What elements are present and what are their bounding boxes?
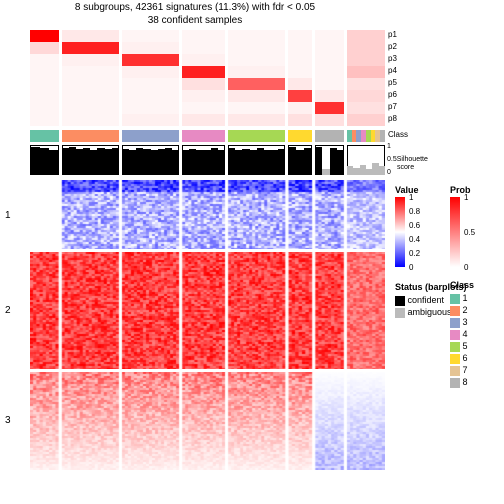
class-swatch <box>450 354 460 364</box>
class-label-item: 2 <box>463 305 468 315</box>
class-label-item: 1 <box>463 293 468 303</box>
class-label: Class <box>388 130 408 139</box>
class-label-item: 7 <box>463 365 468 375</box>
value-tick: 0.8 <box>409 207 420 216</box>
class-swatch <box>450 294 460 304</box>
prob-row-label: p4 <box>388 66 397 75</box>
class-label-item: 5 <box>463 341 468 351</box>
prob-row-label: p6 <box>388 90 397 99</box>
status-label: ambiguous <box>408 307 452 317</box>
status-swatch <box>395 296 405 306</box>
value-tick: 0.2 <box>409 249 420 258</box>
class-swatch <box>450 342 460 352</box>
main-heatmap <box>30 180 385 470</box>
class-label-item: 4 <box>463 329 468 339</box>
class-label-item: 3 <box>463 317 468 327</box>
row-cluster-label: 3 <box>5 415 11 426</box>
class-swatch <box>450 366 460 376</box>
value-legend-title: Value <box>395 185 419 195</box>
class-swatch <box>450 318 460 328</box>
value-tick: 0 <box>409 263 413 272</box>
prob-row-label: p8 <box>388 114 397 123</box>
silhouette-sublabel: score <box>397 164 414 171</box>
value-tick: 0.6 <box>409 221 420 230</box>
value-tick: 0.4 <box>409 235 420 244</box>
prob-tick: 1 <box>464 193 468 202</box>
silhouette-label: 0.5Silhouette <box>387 156 428 163</box>
value-tick: 1 <box>409 193 413 202</box>
class-swatch <box>450 330 460 340</box>
prob-tick: 0 <box>464 263 468 272</box>
prob-row-label: p1 <box>388 30 397 39</box>
class-legend-title: Class <box>450 280 474 290</box>
prob-row-label: p2 <box>388 42 397 51</box>
status-swatch <box>395 308 405 318</box>
row-cluster-label: 2 <box>5 305 11 316</box>
prob-row-label: p5 <box>388 78 397 87</box>
status-label: confident <box>408 295 445 305</box>
row-cluster-label: 1 <box>5 210 11 221</box>
prob-row-label: p3 <box>388 54 397 63</box>
prob-row-label: p7 <box>388 102 397 111</box>
title-line2: 38 confident samples <box>148 15 243 26</box>
class-swatch <box>450 306 460 316</box>
class-label-item: 8 <box>463 377 468 387</box>
class-label-item: 6 <box>463 353 468 363</box>
prob-tick: 0.5 <box>464 228 475 237</box>
title-line1: 8 subgroups, 42361 signatures (11.3%) wi… <box>75 2 315 13</box>
class-swatch <box>450 378 460 388</box>
